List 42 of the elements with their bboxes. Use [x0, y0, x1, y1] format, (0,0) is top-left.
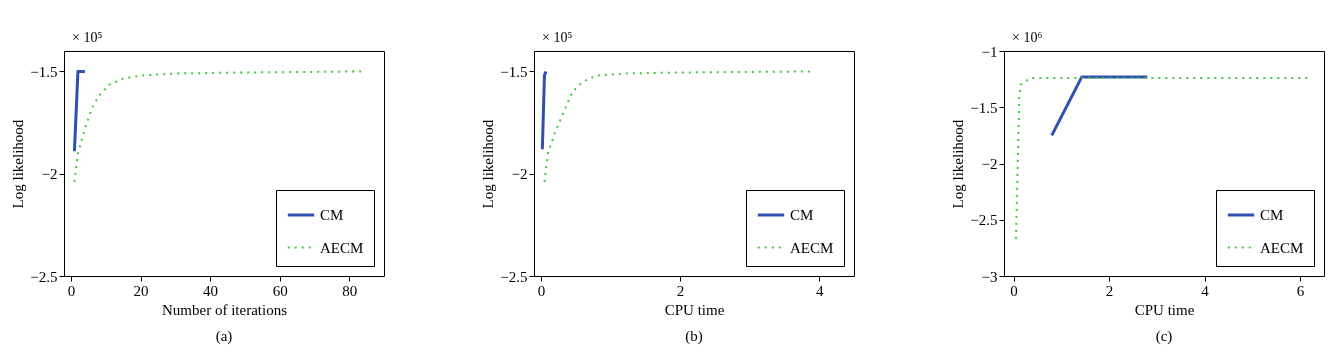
x-tick-label: 20	[133, 282, 149, 299]
x-axis-title: CPU time	[1134, 301, 1195, 318]
text: (a)	[215, 328, 233, 345]
x-tick-label: 2	[676, 282, 685, 299]
x-axis-title: CPU time	[664, 301, 725, 318]
x-tick-label: 0	[537, 282, 546, 299]
y-tick-label: −2	[511, 166, 528, 183]
legend-label: AECM	[790, 239, 834, 256]
x-tick-label: 6	[1296, 282, 1305, 299]
y-tick-label: −2	[41, 166, 58, 183]
text: × 10⁵	[542, 30, 573, 45]
legend-label: CM	[320, 207, 344, 223]
text: (b)	[685, 328, 703, 345]
x-tick-label: 0	[1010, 282, 1018, 299]
text: × 10⁶	[1012, 30, 1043, 45]
x-axis-title: Number of iterations	[162, 301, 288, 318]
y-axis-title: Log likelihood	[950, 119, 967, 209]
y-tick-label: −1.5	[30, 63, 58, 80]
legend-label: CM	[1260, 207, 1284, 223]
legend-label: AECM	[1260, 239, 1304, 256]
text: (c)	[1155, 328, 1173, 345]
x-tick-label: 0	[67, 282, 76, 299]
y-tick-label: −2.5	[30, 268, 58, 285]
y-tick-label: −2.5	[500, 268, 528, 285]
y-tick-label: −1.5	[970, 99, 998, 116]
y-tick-label: −3	[981, 268, 998, 285]
x-tick-label: 4	[815, 282, 824, 299]
legend-label: CM	[790, 207, 814, 223]
x-tick-label: 40	[203, 282, 219, 299]
x-tick-label: 80	[342, 282, 358, 299]
y-axis-title: Log likelihood	[480, 119, 497, 209]
y-axis-title: Log likelihood	[10, 119, 27, 209]
y-tick-label: −2	[981, 156, 998, 172]
y-tick-label: −1	[981, 43, 998, 60]
x-tick-label: 4	[1201, 282, 1210, 299]
legend-label: AECM	[320, 239, 364, 256]
y-tick-label: −2.5	[970, 212, 998, 229]
line-series	[1014, 77, 1309, 240]
x-tick-label: 60	[272, 282, 288, 299]
x-tick-label: 2	[1105, 282, 1114, 299]
y-tick-label: −1.5	[500, 63, 528, 80]
text: × 10⁵	[72, 30, 103, 45]
